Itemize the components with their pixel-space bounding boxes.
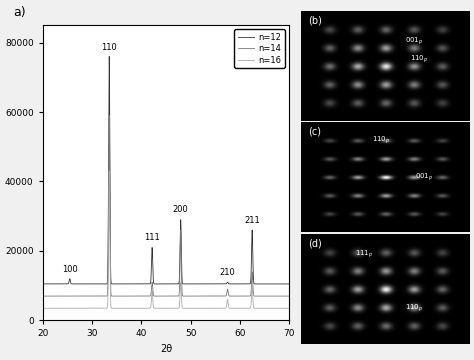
n=14 <box>223 294 228 298</box>
Text: 110: 110 <box>101 43 117 52</box>
Text: (c): (c) <box>308 127 321 137</box>
Text: (d): (d) <box>308 238 321 248</box>
n=14 <box>196 294 202 298</box>
n=16 <box>52 306 58 310</box>
n=12 <box>196 282 202 286</box>
n=12 <box>223 282 228 286</box>
Text: 210: 210 <box>219 268 236 277</box>
Line: n=12: n=12 <box>43 57 289 284</box>
n=12 <box>52 282 58 286</box>
n=14 <box>186 294 191 298</box>
n=14 <box>106 113 112 118</box>
n=16 <box>223 306 228 310</box>
Text: 200: 200 <box>173 206 189 215</box>
Text: (b): (b) <box>308 15 321 25</box>
Line: n=16: n=16 <box>43 171 289 308</box>
n=16 <box>40 306 46 310</box>
Text: 110$_p$: 110$_p$ <box>372 134 390 146</box>
Text: 001$_p$: 001$_p$ <box>415 172 434 183</box>
Text: 211: 211 <box>244 216 260 225</box>
n=16 <box>106 169 112 173</box>
n=16 <box>286 306 292 310</box>
n=16 <box>236 306 241 310</box>
n=12 <box>236 282 241 286</box>
n=14 <box>40 294 46 298</box>
n=14 <box>129 294 135 298</box>
Line: n=14: n=14 <box>43 116 289 296</box>
Text: 110$_p$: 110$_p$ <box>410 53 428 65</box>
Text: 001$_p$: 001$_p$ <box>405 36 424 47</box>
Text: 100: 100 <box>62 265 78 274</box>
n=16 <box>196 306 202 310</box>
n=14 <box>286 294 292 298</box>
n=12 <box>186 282 191 286</box>
Text: 110$_p$: 110$_p$ <box>405 303 424 314</box>
n=12 <box>129 282 135 286</box>
Text: 111: 111 <box>144 233 160 242</box>
n=14 <box>52 294 58 298</box>
n=16 <box>186 306 191 310</box>
n=12 <box>40 282 46 286</box>
n=12 <box>106 54 112 59</box>
Legend: n=12, n=14, n=16: n=12, n=14, n=16 <box>235 30 285 68</box>
n=12 <box>286 282 292 286</box>
n=14 <box>236 294 241 298</box>
n=16 <box>129 306 135 310</box>
Text: 111$_p$: 111$_p$ <box>355 248 373 260</box>
X-axis label: 2θ: 2θ <box>160 344 172 354</box>
Text: a): a) <box>13 6 26 19</box>
